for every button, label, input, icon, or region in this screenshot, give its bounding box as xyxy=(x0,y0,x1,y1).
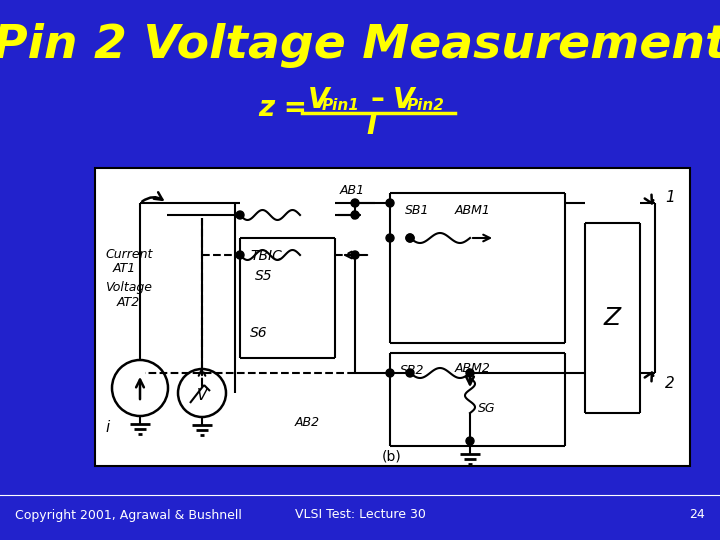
Text: VLSI Test: Lecture 30: VLSI Test: Lecture 30 xyxy=(294,509,426,522)
Text: AT2: AT2 xyxy=(117,295,140,308)
Text: AT1: AT1 xyxy=(113,261,136,274)
Circle shape xyxy=(406,369,414,377)
Text: Pin2: Pin2 xyxy=(407,98,445,112)
Circle shape xyxy=(351,251,359,259)
Circle shape xyxy=(466,369,474,377)
Text: AB1: AB1 xyxy=(340,185,365,198)
Text: z =: z = xyxy=(258,94,307,122)
Circle shape xyxy=(351,211,359,219)
Text: V: V xyxy=(308,86,330,114)
Circle shape xyxy=(386,369,394,377)
Text: (b): (b) xyxy=(382,449,402,463)
Text: SG: SG xyxy=(478,402,495,415)
Text: Voltage: Voltage xyxy=(105,281,152,294)
Text: ABM2: ABM2 xyxy=(455,361,491,375)
Text: 1: 1 xyxy=(665,191,675,206)
Text: SB2: SB2 xyxy=(400,364,425,377)
Circle shape xyxy=(406,234,414,242)
Text: –: – xyxy=(370,85,384,113)
Text: Pin 2 Voltage Measurement: Pin 2 Voltage Measurement xyxy=(0,23,720,68)
Text: 2: 2 xyxy=(665,375,675,390)
Text: Copyright 2001, Agrawal & Bushnell: Copyright 2001, Agrawal & Bushnell xyxy=(15,509,242,522)
Circle shape xyxy=(406,234,414,242)
Text: S5: S5 xyxy=(255,269,273,283)
Text: TBIC: TBIC xyxy=(250,249,282,263)
Circle shape xyxy=(466,437,474,445)
Circle shape xyxy=(386,199,394,207)
Text: V: V xyxy=(197,388,207,402)
Circle shape xyxy=(236,251,244,259)
Text: Pin1: Pin1 xyxy=(322,98,360,112)
Text: i: i xyxy=(105,421,109,435)
Text: S6: S6 xyxy=(250,326,268,340)
Text: ABM1: ABM1 xyxy=(455,205,491,218)
Text: V: V xyxy=(393,86,415,114)
Text: Z: Z xyxy=(603,306,621,330)
Text: AB2: AB2 xyxy=(295,416,320,429)
Circle shape xyxy=(386,234,394,242)
Text: SB1: SB1 xyxy=(405,205,430,218)
Bar xyxy=(95,168,690,466)
Text: Current: Current xyxy=(105,248,153,261)
Circle shape xyxy=(236,211,244,219)
Text: 24: 24 xyxy=(689,509,705,522)
Text: I: I xyxy=(366,112,377,140)
Circle shape xyxy=(351,199,359,207)
